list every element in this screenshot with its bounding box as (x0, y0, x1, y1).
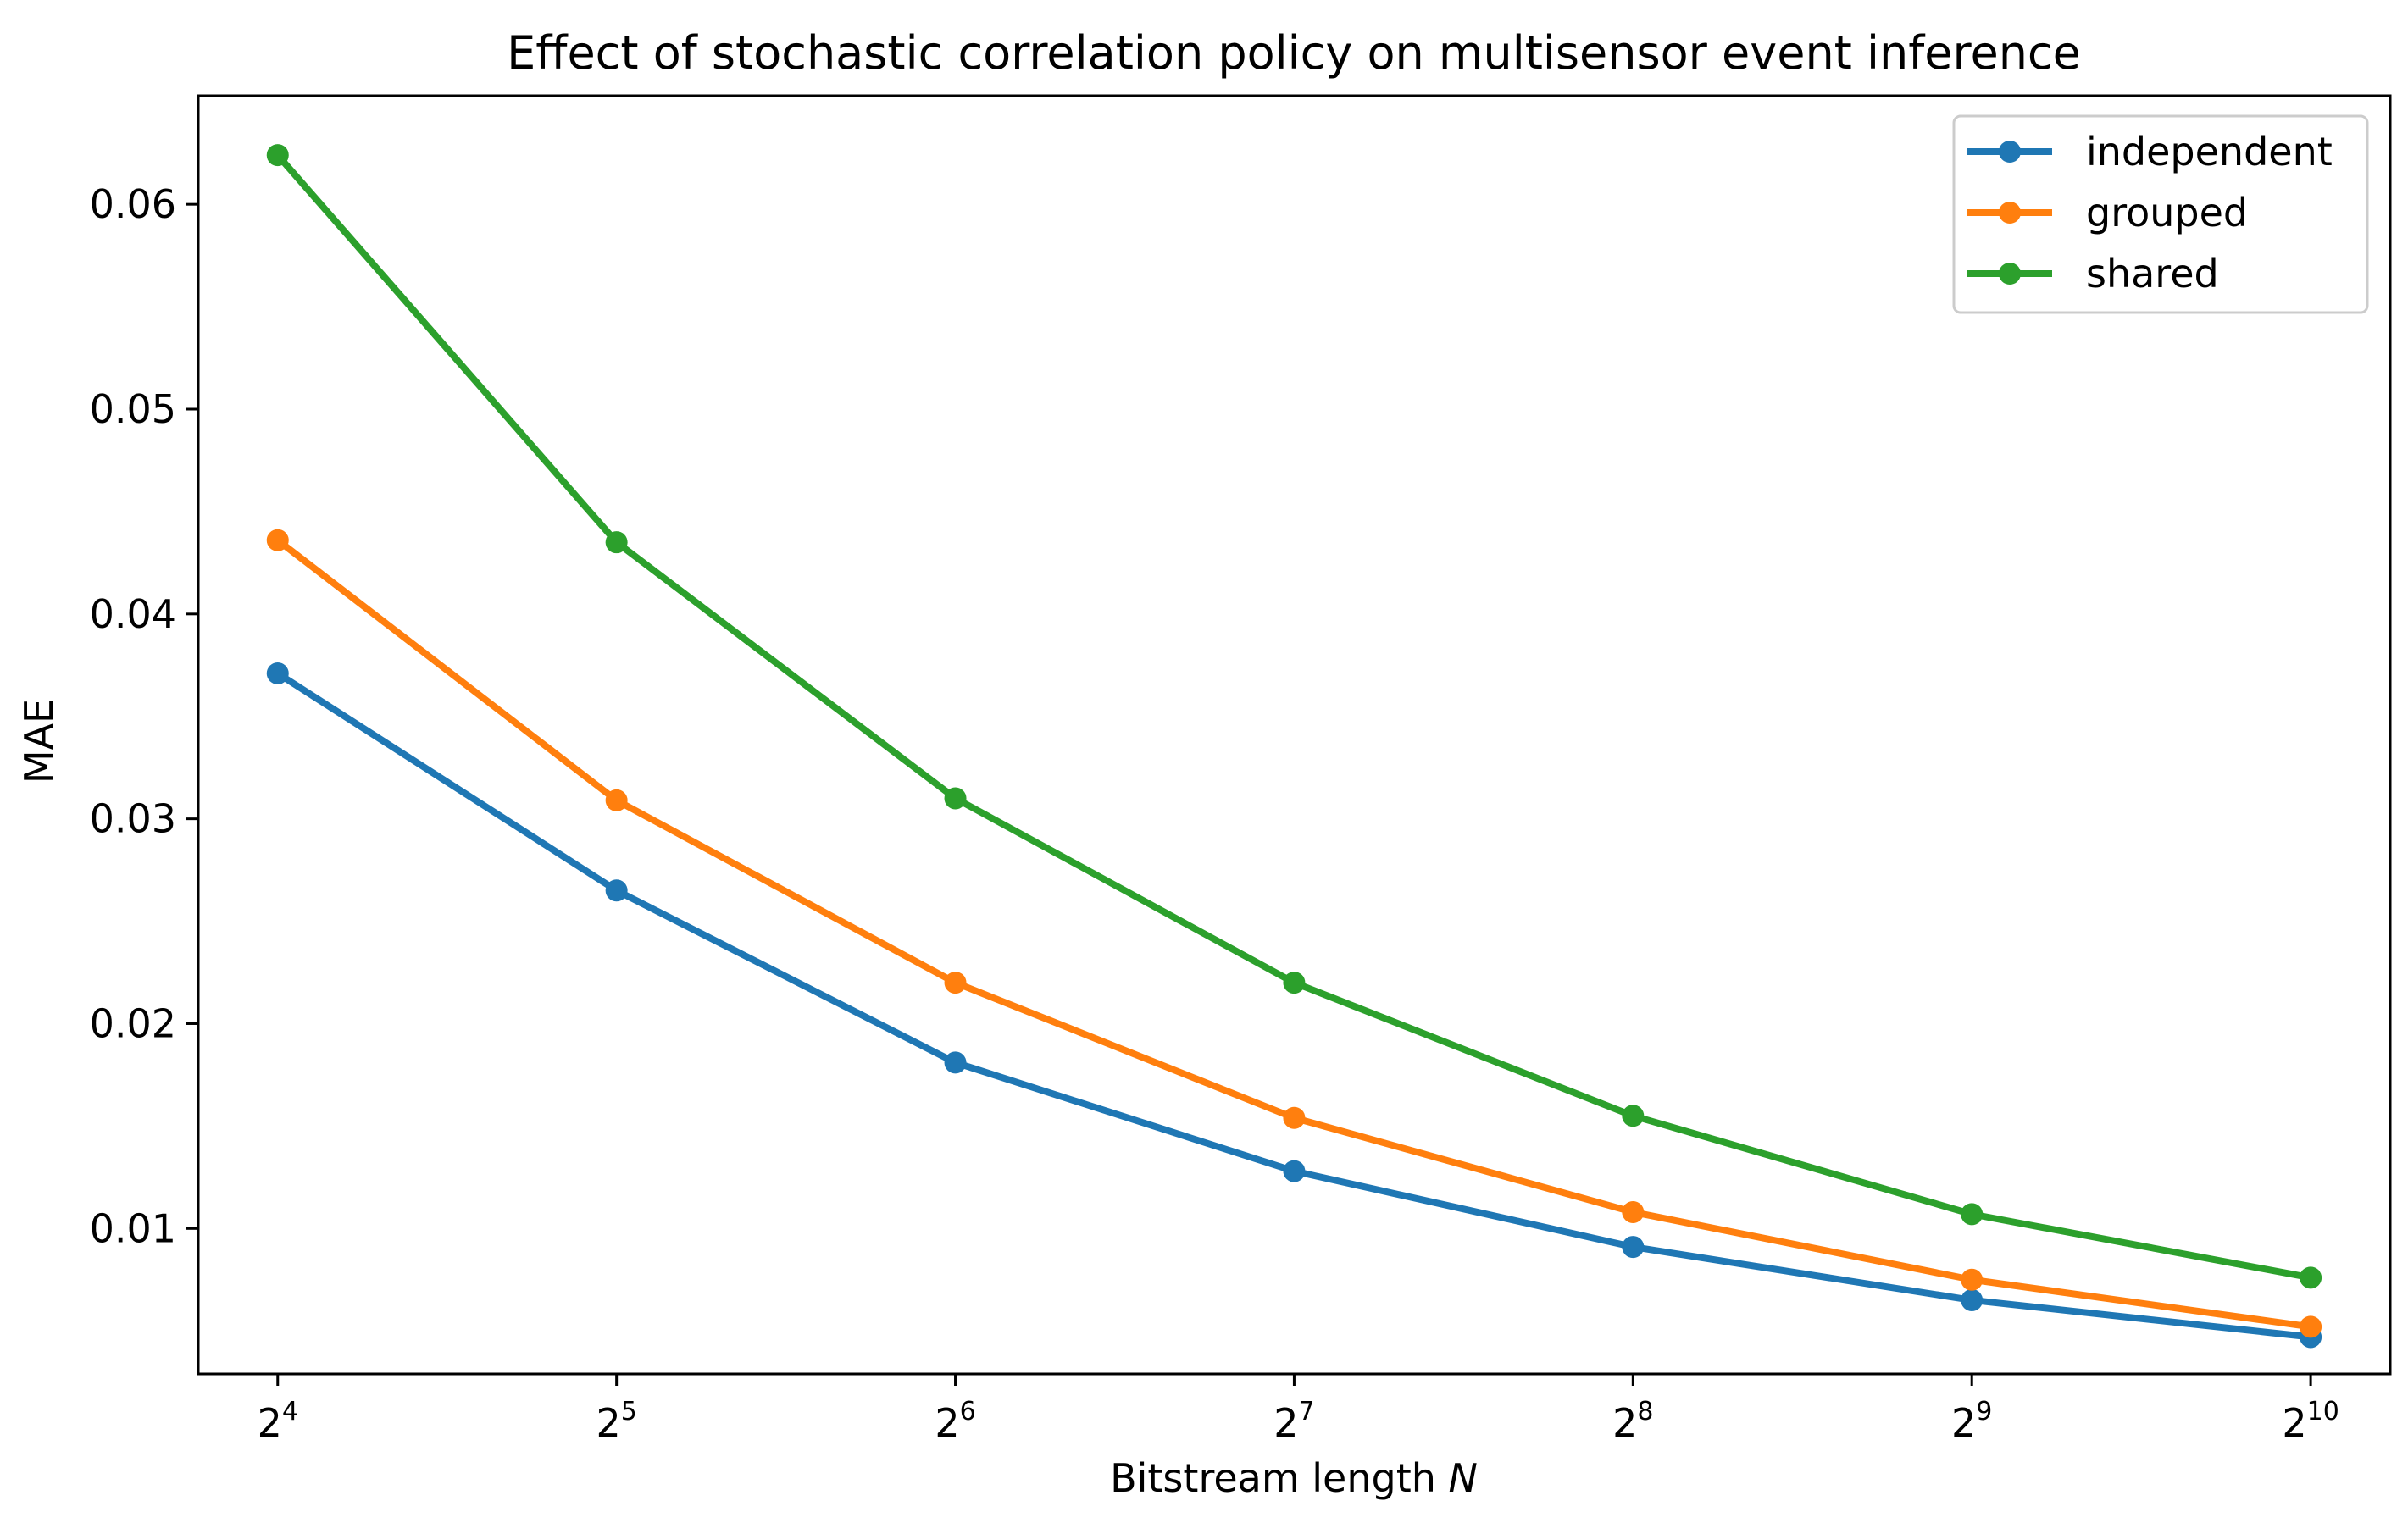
legend-item-shared: shared (1967, 251, 2219, 296)
x-tick-exponent: 7 (1299, 1397, 1315, 1426)
x-tick-exponent: 8 (1637, 1397, 1653, 1426)
data-point-shared (1961, 1203, 1984, 1226)
series-line-grouped (273, 535, 2315, 1331)
x-tick-base: 2 (935, 1400, 959, 1446)
legend-marker (1999, 263, 2021, 285)
x-tick-base: 2 (1612, 1400, 1637, 1446)
legend-item-independent: independent (1967, 129, 2333, 174)
data-point-grouped (1622, 1200, 1645, 1223)
series-shared (266, 144, 2322, 1289)
x-tick-exponent: 5 (621, 1397, 637, 1426)
legend: independent grouped shared (1952, 114, 2369, 314)
x-tick-label: 28 (1612, 1397, 1653, 1446)
data-point-shared (605, 531, 628, 554)
data-point-independent (1622, 1236, 1645, 1259)
x-tick-exponent: 10 (2307, 1397, 2339, 1426)
legend-marker (1999, 202, 2021, 224)
series-grouped (266, 529, 2322, 1338)
x-axis-label: Bitstream length N (1110, 1455, 1478, 1501)
series-layer (266, 144, 2322, 1349)
y-tick-label: 0.03 (90, 796, 176, 842)
y-tick-label: 0.05 (90, 386, 176, 432)
data-point-grouped (266, 529, 289, 551)
x-tick-label: 29 (1951, 1397, 1992, 1446)
plot-frame (197, 94, 2392, 1376)
x-axis-label-text: Bitstream length (1110, 1455, 1436, 1501)
data-point-independent (944, 1051, 967, 1074)
legend-marker (1999, 141, 2021, 163)
x-axis-label-variable: N (1449, 1455, 1478, 1501)
data-point-shared (1622, 1105, 1645, 1127)
x-tick-exponent: 6 (960, 1397, 976, 1426)
data-point-shared (944, 787, 967, 810)
y-tick-label: 0.02 (90, 1000, 176, 1046)
data-point-independent (605, 879, 628, 902)
data-point-grouped (944, 972, 967, 994)
y-tick-label: 0.04 (90, 591, 176, 637)
chart-title: Effect of stochastic correlation policy … (507, 26, 2081, 80)
data-point-grouped (1283, 1106, 1306, 1129)
legend-box (1952, 114, 2369, 314)
x-tick-exponent: 9 (1976, 1397, 1992, 1426)
data-point-independent (1283, 1160, 1306, 1182)
data-point-grouped (2300, 1315, 2322, 1338)
y-tick-label: 0.01 (90, 1205, 176, 1251)
x-tick-base: 2 (596, 1400, 620, 1446)
x-tick-label: 26 (935, 1397, 975, 1446)
x-tick-base: 2 (1951, 1400, 1976, 1446)
y-axis-ticks: 0.01 0.02 0.03 0.04 0.05 0.06 (90, 181, 198, 1251)
x-tick-label: 210 (2282, 1397, 2339, 1446)
data-point-independent (266, 662, 289, 684)
legend-label: grouped (2086, 190, 2248, 235)
data-point-grouped (1961, 1268, 1984, 1291)
x-axis-ticks: 24 25 26 27 28 29 210 (258, 1374, 2339, 1446)
x-tick-base: 2 (2282, 1400, 2306, 1446)
x-tick-label: 24 (258, 1397, 298, 1446)
data-point-shared (1283, 972, 1306, 994)
y-axis-label: MAE (16, 699, 62, 784)
legend-item-grouped: grouped (1967, 190, 2248, 235)
x-tick-label: 27 (1273, 1397, 1314, 1446)
data-point-independent (1961, 1288, 1984, 1311)
x-tick-label: 25 (596, 1397, 636, 1446)
data-point-shared (266, 144, 289, 167)
legend-label: independent (2086, 129, 2333, 174)
data-point-shared (2300, 1266, 2322, 1289)
x-tick-exponent: 4 (282, 1397, 298, 1426)
data-point-grouped (605, 789, 628, 811)
y-tick-label: 0.06 (90, 181, 176, 227)
x-tick-base: 2 (1273, 1400, 1298, 1446)
legend-label: shared (2086, 251, 2219, 296)
x-tick-base: 2 (258, 1400, 282, 1446)
